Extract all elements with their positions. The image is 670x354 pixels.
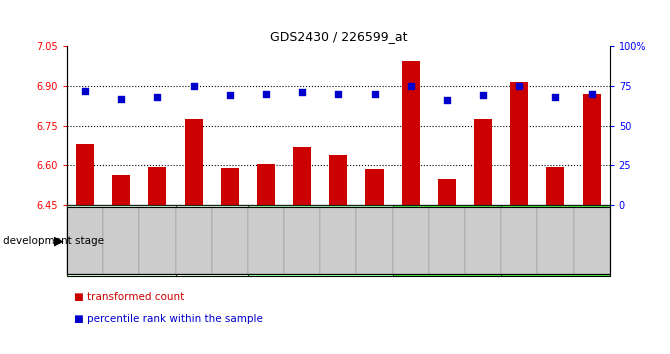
Bar [149,167,166,205]
Bar [221,168,239,205]
FancyBboxPatch shape [103,205,139,207]
Point [152,94,163,100]
Bar [67,205,176,276]
FancyBboxPatch shape [248,205,284,207]
FancyBboxPatch shape [429,205,465,207]
Text: development stage: development stage [3,236,105,246]
Bar [547,167,564,205]
FancyBboxPatch shape [501,205,537,207]
FancyBboxPatch shape [574,205,610,207]
Bar [293,147,311,205]
Bar [176,205,248,276]
Bar [511,82,529,205]
Bar [393,205,501,276]
Text: ▶: ▶ [54,234,64,247]
Point [478,92,488,98]
Text: macrophage: macrophage [294,236,346,245]
FancyBboxPatch shape [356,205,393,207]
Text: M2 macrophage: M2 macrophage [521,236,590,245]
FancyBboxPatch shape [537,205,574,207]
Point [550,94,561,100]
Point [116,96,127,101]
FancyBboxPatch shape [393,205,429,207]
Point [405,83,416,88]
Point [261,91,271,97]
Bar [401,61,419,205]
Point [333,91,344,97]
Point [80,88,90,93]
Point [442,97,452,103]
Bar [248,205,393,276]
Point [224,92,235,98]
Text: M1 macrophage: M1 macrophage [413,236,481,245]
Point [297,89,308,95]
Bar [583,94,601,205]
Bar [438,179,456,205]
Text: ■ transformed count: ■ transformed count [74,292,184,302]
Point [188,83,199,88]
Bar [501,205,610,276]
FancyBboxPatch shape [212,205,248,207]
Point [586,91,597,97]
FancyBboxPatch shape [320,205,356,207]
Point [514,83,525,88]
Point [369,91,380,97]
FancyBboxPatch shape [67,205,103,207]
Text: monocyte: monocyte [100,236,142,245]
Bar [185,119,203,205]
FancyBboxPatch shape [139,205,176,207]
Bar [366,170,383,205]
FancyBboxPatch shape [465,205,501,207]
Bar [76,144,94,205]
FancyBboxPatch shape [284,205,320,207]
Bar [474,119,492,205]
Bar [112,175,130,205]
Title: GDS2430 / 226599_at: GDS2430 / 226599_at [269,30,407,44]
Text: ■ percentile rank within the sample: ■ percentile rank within the sample [74,314,263,324]
Bar [257,164,275,205]
FancyBboxPatch shape [176,205,212,207]
Bar [330,155,347,205]
Text: monocyte at intermediate
e differentiation stage: monocyte at intermediate e differentiati… [157,231,267,250]
